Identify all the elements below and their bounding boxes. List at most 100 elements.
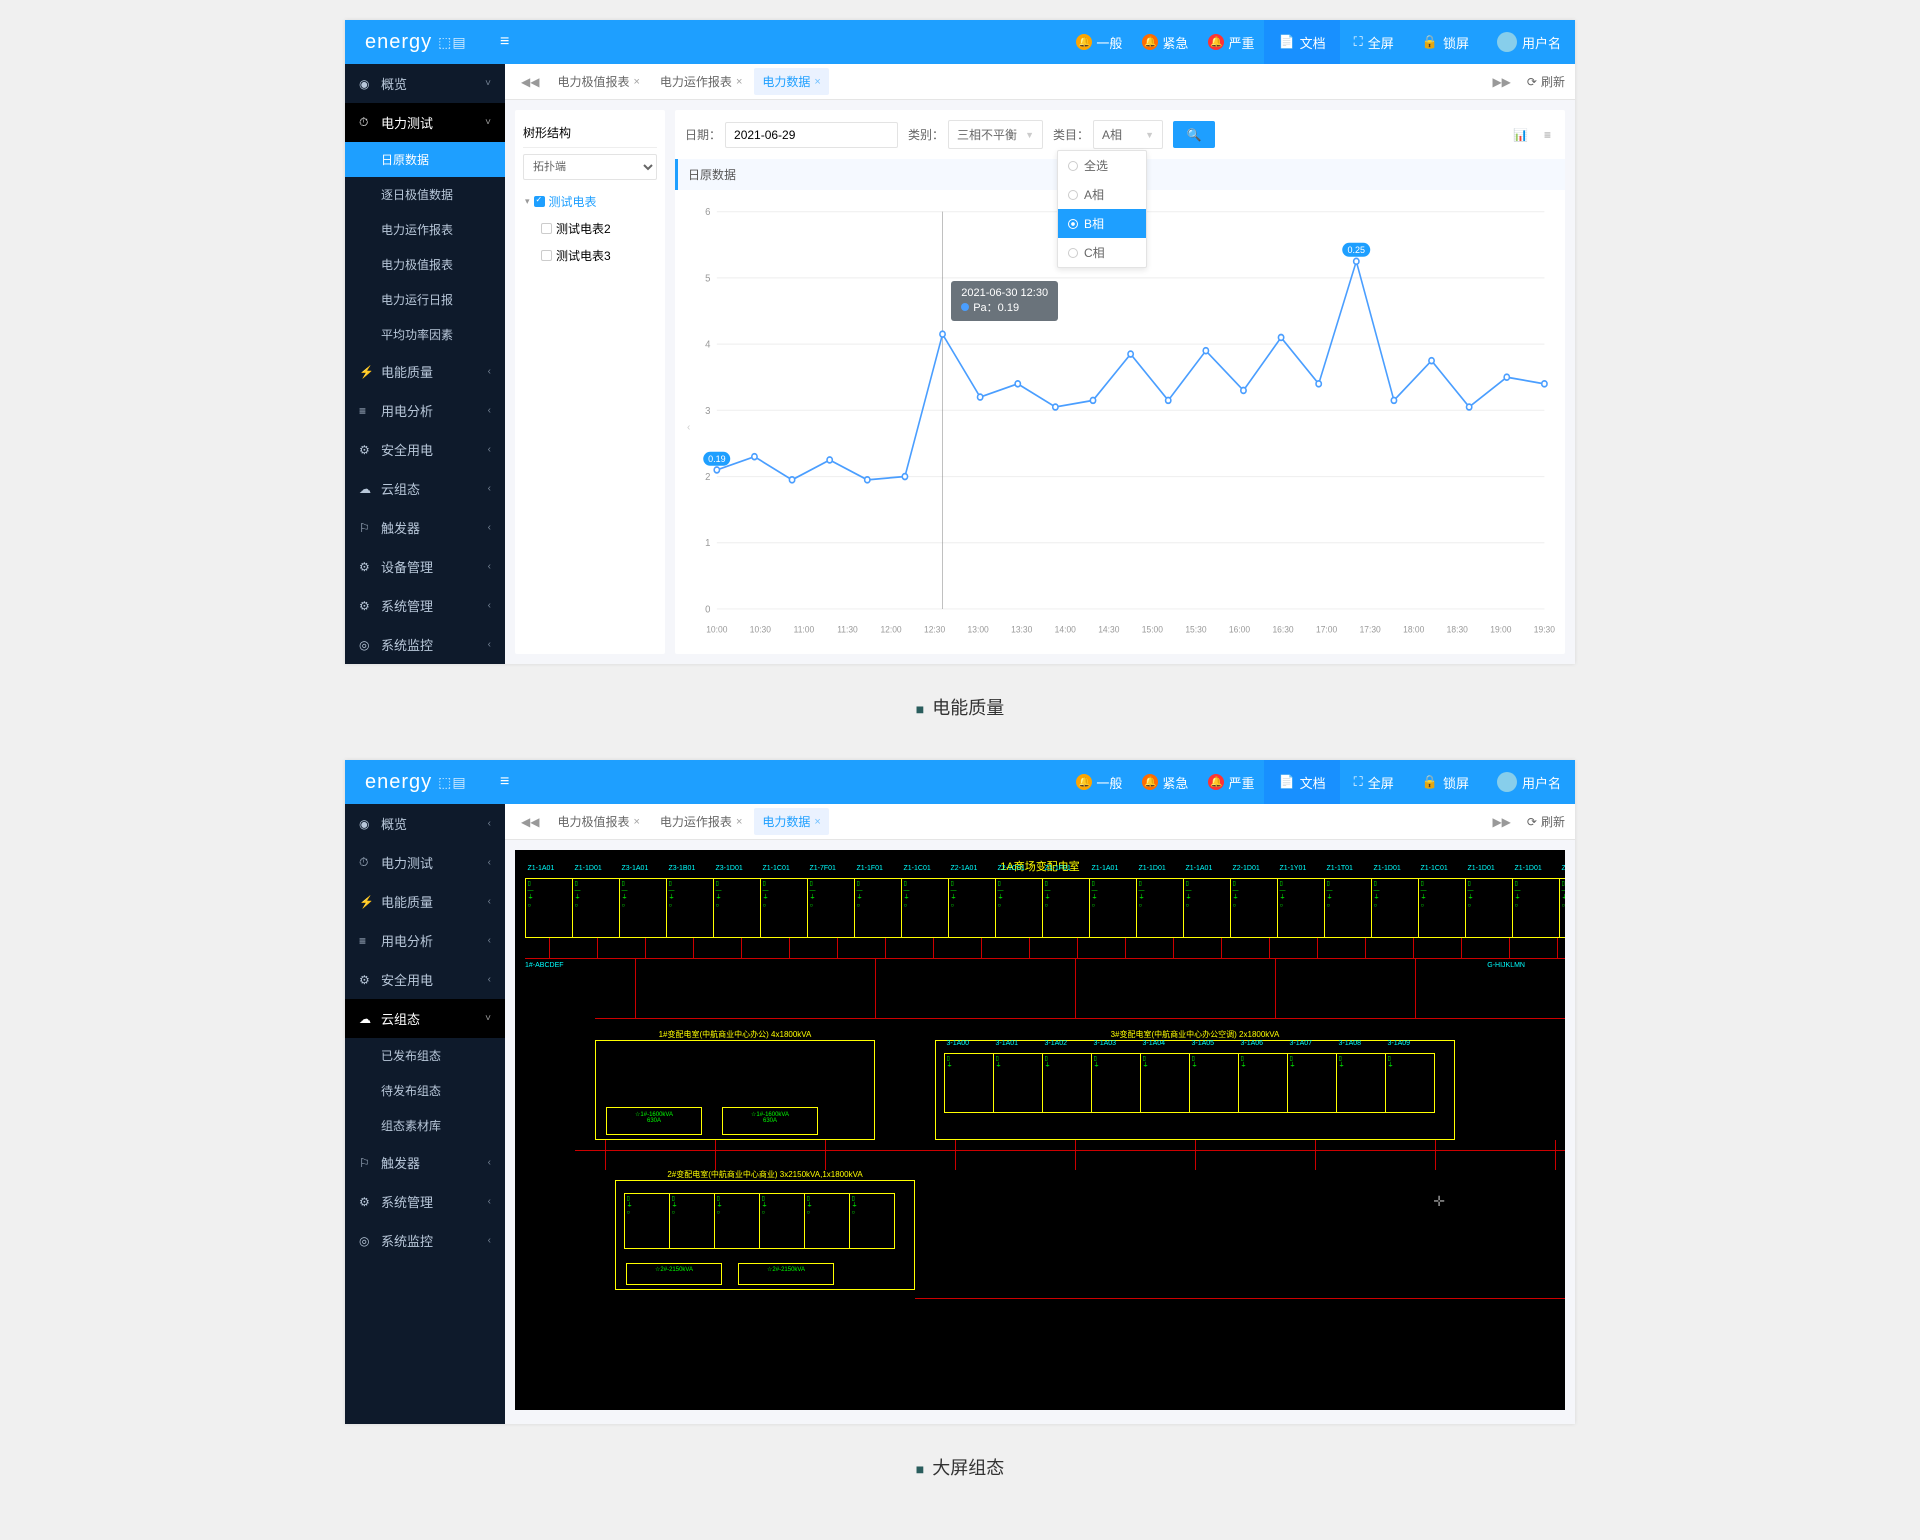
chart-view-icon[interactable]: 📊 (1509, 124, 1532, 146)
header-btn-fullscreen[interactable]: ⛶全屏 (1340, 760, 1408, 804)
scada-cell[interactable]: Z1-1D01▯—⏚○ (1465, 878, 1513, 938)
date-input[interactable] (725, 122, 898, 148)
tree-node-测试电表[interactable]: ▾测试电表 (523, 188, 657, 215)
nav-电力测试[interactable]: ⏱电力测试‹ (345, 843, 505, 882)
tree-node-测试电表3[interactable]: 测试电表3 (523, 242, 657, 269)
header-btn-doc[interactable]: 📄文档 (1264, 20, 1339, 64)
scada-cell[interactable]: Z1-1S01▯—⏚○ (1559, 878, 1566, 938)
close-icon[interactable]: × (814, 816, 820, 828)
nav-系统监控[interactable]: ◎系统监控‹ (345, 625, 505, 664)
nav-电能质量[interactable]: ⚡电能质量‹ (345, 882, 505, 921)
scada-cell[interactable]: Z1-1D01▯—⏚○ (1136, 878, 1184, 938)
scada-cell[interactable]: Z1-1D01▯—⏚○ (572, 878, 620, 938)
alarm-一般[interactable]: 🔔一般 (1066, 20, 1132, 64)
tab-电力极值报表[interactable]: 电力极值报表× (549, 808, 647, 835)
scada-cell[interactable]: Z1-1A01▯—⏚○ (1089, 878, 1137, 938)
tab-prev-icon[interactable]: ◀◀ (515, 71, 545, 93)
alarm-一般[interactable]: 🔔一般 (1066, 760, 1132, 804)
scada-cell[interactable]: Z3-1A01▯—⏚○ (619, 878, 667, 938)
user-menu-2[interactable]: 用户名 (1483, 760, 1575, 804)
scada-cell[interactable]: Z1-1C01▯—⏚○ (1418, 878, 1466, 938)
header-btn-doc[interactable]: 📄文档 (1264, 760, 1339, 804)
nav-概览[interactable]: ◉概览‹ (345, 804, 505, 843)
menu-toggle-icon[interactable]: ≡ (487, 33, 523, 51)
scada-cell[interactable]: Z1-1A01▯—⏚○ (1183, 878, 1231, 938)
option-B相[interactable]: B相 (1058, 209, 1146, 238)
close-icon[interactable]: × (633, 76, 639, 88)
nav-电力运行日报[interactable]: 电力运行日报 (345, 282, 505, 317)
nav-电能质量[interactable]: ⚡电能质量‹ (345, 352, 505, 391)
nav-组态素材库[interactable]: 组态素材库 (345, 1108, 505, 1143)
close-icon[interactable]: × (633, 816, 639, 828)
alarm-紧急[interactable]: 🔔紧急 (1132, 20, 1198, 64)
scada-cell[interactable]: Z1-1T01▯—⏚○ (1324, 878, 1372, 938)
scada-cell[interactable]: Z1-7F01▯—⏚○ (807, 878, 855, 938)
scada-substation-3[interactable]: 2#变配电室(中航商业中心商业) 3x2150kVA,1x1800kVA▯⏚○▯… (615, 1180, 915, 1290)
nav-待发布组态[interactable]: 待发布组态 (345, 1073, 505, 1108)
scada-cell[interactable]: Z3-1B01▯—⏚○ (666, 878, 714, 938)
scada-cell[interactable]: Z3-1D01▯—⏚○ (713, 878, 761, 938)
nav-系统管理[interactable]: ⚙系统管理‹ (345, 586, 505, 625)
close-icon[interactable]: × (736, 76, 742, 88)
item-select[interactable]: A相▼ (1093, 120, 1163, 149)
scada-cell[interactable]: Z1-1D01▯—⏚○ (1371, 878, 1419, 938)
search-button[interactable]: 🔍 (1173, 121, 1215, 148)
scada-cell[interactable]: Z1-1A01▯—⏚○ (525, 878, 573, 938)
refresh-button-2[interactable]: ⟳ 刷新 (1527, 813, 1565, 830)
tab-prev-icon-2[interactable]: ◀◀ (515, 811, 545, 833)
scada-substation-2[interactable]: 3#变配电室(中航商业中心办公空调) 2x1800kVA3-1A00▯⏚3-1A… (935, 1040, 1455, 1140)
checkbox[interactable] (541, 223, 552, 234)
tree-node-测试电表2[interactable]: 测试电表2 (523, 215, 657, 242)
scada-substation-1[interactable]: 1#变配电室(中航商业中心办公) 4x1800kVA☆1#-1600kVA630… (595, 1040, 875, 1140)
nav-电力测试[interactable]: ⏱电力测试˅ (345, 103, 505, 142)
nav-用电分析[interactable]: ≡用电分析‹ (345, 921, 505, 960)
nav-平均功率因素[interactable]: 平均功率因素 (345, 317, 505, 352)
refresh-button[interactable]: ⟳ 刷新 (1527, 73, 1565, 90)
nav-设备管理[interactable]: ⚙设备管理‹ (345, 547, 505, 586)
list-view-icon[interactable]: ≡ (1540, 124, 1555, 146)
tab-next-icon[interactable]: ▶▶ (1486, 71, 1516, 93)
nav-触发器[interactable]: ⚐触发器‹ (345, 508, 505, 547)
nav-系统管理[interactable]: ⚙系统管理‹ (345, 1182, 505, 1221)
scada-cell[interactable]: Z1-1F01▯—⏚○ (1042, 878, 1090, 938)
tab-电力数据[interactable]: 电力数据× (754, 68, 828, 95)
nav-系统监控[interactable]: ◎系统监控‹ (345, 1221, 505, 1260)
tab-电力极值报表[interactable]: 电力极值报表× (549, 68, 647, 95)
close-icon[interactable]: × (736, 816, 742, 828)
nav-概览[interactable]: ◉概览˅ (345, 64, 505, 103)
nav-安全用电[interactable]: ⚙安全用电‹ (345, 960, 505, 999)
tree-root-select[interactable]: 拓扑端 (523, 154, 657, 180)
nav-云组态[interactable]: ☁云组态˅ (345, 999, 505, 1038)
nav-触发器[interactable]: ⚐触发器‹ (345, 1143, 505, 1182)
tab-电力数据[interactable]: 电力数据× (754, 808, 828, 835)
nav-日原数据[interactable]: 日原数据 (345, 142, 505, 177)
nav-电力运作报表[interactable]: 电力运作报表 (345, 212, 505, 247)
option-C相[interactable]: C相 (1058, 238, 1146, 267)
header-btn-lock[interactable]: 🔒锁屏 (1408, 760, 1483, 804)
nav-逐日极值数据[interactable]: 逐日极值数据 (345, 177, 505, 212)
alarm-严重[interactable]: 🔔严重 (1198, 760, 1264, 804)
nav-用电分析[interactable]: ≡用电分析‹ (345, 391, 505, 430)
scada-cell[interactable]: Z1-1C01▯—⏚○ (901, 878, 949, 938)
tab-电力运作报表[interactable]: 电力运作报表× (652, 68, 750, 95)
scada-cell[interactable]: Z1-1C01▯—⏚○ (760, 878, 808, 938)
tab-电力运作报表[interactable]: 电力运作报表× (652, 808, 750, 835)
checkbox[interactable] (541, 250, 552, 261)
header-btn-fullscreen[interactable]: ⛶全屏 (1340, 20, 1408, 64)
scada-cell[interactable]: Z2-1D01▯—⏚○ (1230, 878, 1278, 938)
alarm-紧急[interactable]: 🔔紧急 (1132, 760, 1198, 804)
chart-collapse-icon[interactable]: ‹ (687, 422, 690, 433)
nav-已发布组态[interactable]: 已发布组态 (345, 1038, 505, 1073)
nav-云组态[interactable]: ☁云组态‹ (345, 469, 505, 508)
nav-电力极值报表[interactable]: 电力极值报表 (345, 247, 505, 282)
scada-cell[interactable]: Z1-1D01▯—⏚○ (1512, 878, 1560, 938)
tab-next-icon-2[interactable]: ▶▶ (1486, 811, 1516, 833)
checkbox[interactable] (534, 196, 545, 207)
option-A相[interactable]: A相 (1058, 180, 1146, 209)
header-btn-lock[interactable]: 🔒锁屏 (1408, 20, 1483, 64)
menu-toggle-icon-2[interactable]: ≡ (487, 773, 523, 791)
scada-cell[interactable]: Z1-1F01▯—⏚○ (854, 878, 902, 938)
scada-cell[interactable]: Z2-1C01▯—⏚○ (995, 878, 1043, 938)
nav-安全用电[interactable]: ⚙安全用电‹ (345, 430, 505, 469)
scada-diagram[interactable]: 1A商场变配电室Z1-1A01▯—⏚○Z1-1D01▯—⏚○Z3-1A01▯—⏚… (515, 850, 1565, 1410)
